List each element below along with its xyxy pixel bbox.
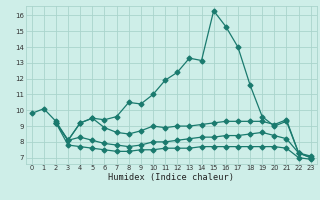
X-axis label: Humidex (Indice chaleur): Humidex (Indice chaleur) [108,173,234,182]
